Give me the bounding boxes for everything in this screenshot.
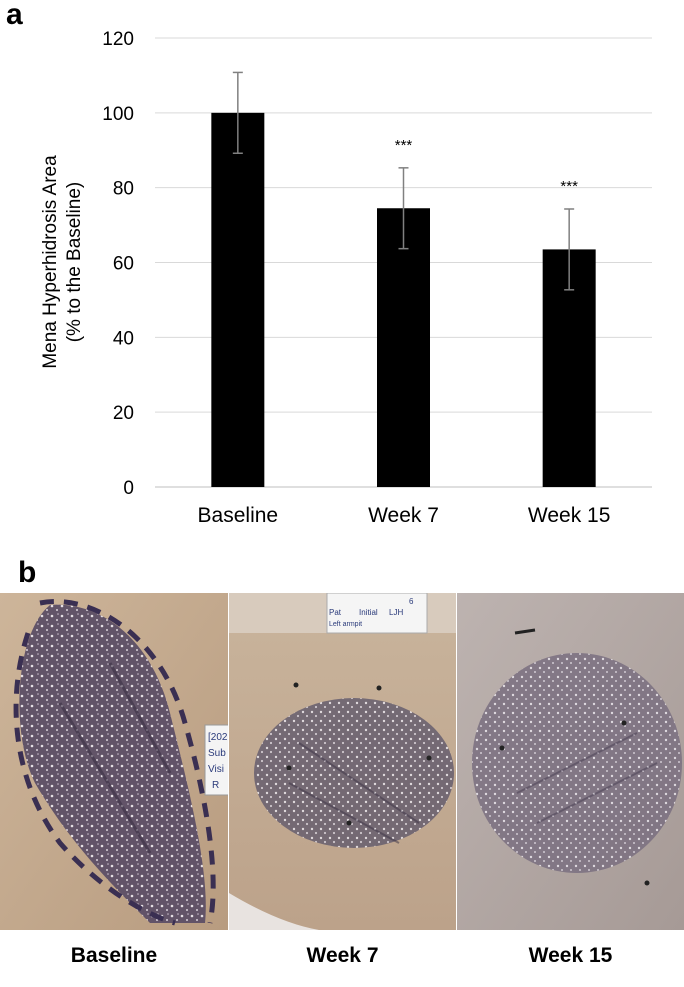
tag-line: Visi [208,764,224,775]
significance-label: *** [560,178,578,195]
caption-week-7: Week 7 [306,944,379,967]
y-tick-label: 120 [102,29,134,50]
tag-line: [202 [208,732,228,743]
y-tick-label: 100 [102,104,134,125]
error-bar [232,71,243,154]
y-tick-label: 80 [113,179,134,200]
bar [211,112,265,487]
panel-a-label: a [6,0,23,31]
y-tick-label: 40 [113,328,134,349]
y-tick-label: 60 [113,254,134,275]
y-tick-label: 0 [123,478,134,499]
error-bar [398,167,409,250]
photo-week-15 [457,593,684,930]
y-tick-label: 20 [113,403,134,424]
tag-line: 6 [409,597,414,606]
tag-line: R [212,780,219,791]
tag-line: Initial [359,608,378,617]
tag-line: Sub [208,748,226,759]
panel-b-label: b [18,556,37,589]
x-tick-label: Week 7 [368,504,439,527]
bars [211,112,596,487]
x-tick-label: Baseline [198,504,279,527]
tag-line: Left armpit [329,621,362,628]
photo-week-7: 6 Pat Initial LJH Left armpit [229,593,456,930]
y-axis-label-line1: Mena Hyperhidrosis Area [40,155,61,369]
error-bars [232,71,575,291]
y-axis-label-line2: (% to the Baseline) [64,182,85,343]
x-tick-label: Week 15 [528,504,611,527]
y-tick-labels: 0 20 40 60 80 100 120 [102,29,134,499]
tag-line: Pat [329,608,342,617]
tag-line: LJH [389,608,403,617]
photo-baseline: [202 Sub Visi R [0,593,228,930]
significance-annotations: *** *** [395,137,578,195]
error-bar [564,208,575,291]
x-tick-labels: Baseline Week 7 Week 15 [198,504,611,527]
caption-week-15: Week 15 [528,944,613,967]
significance-label: *** [395,137,413,154]
bar [377,208,430,487]
bar-chart: 0 20 40 60 80 100 120 *** *** Baseline Week 7 Wee… [40,29,652,527]
caption-baseline: Baseline [70,944,158,967]
